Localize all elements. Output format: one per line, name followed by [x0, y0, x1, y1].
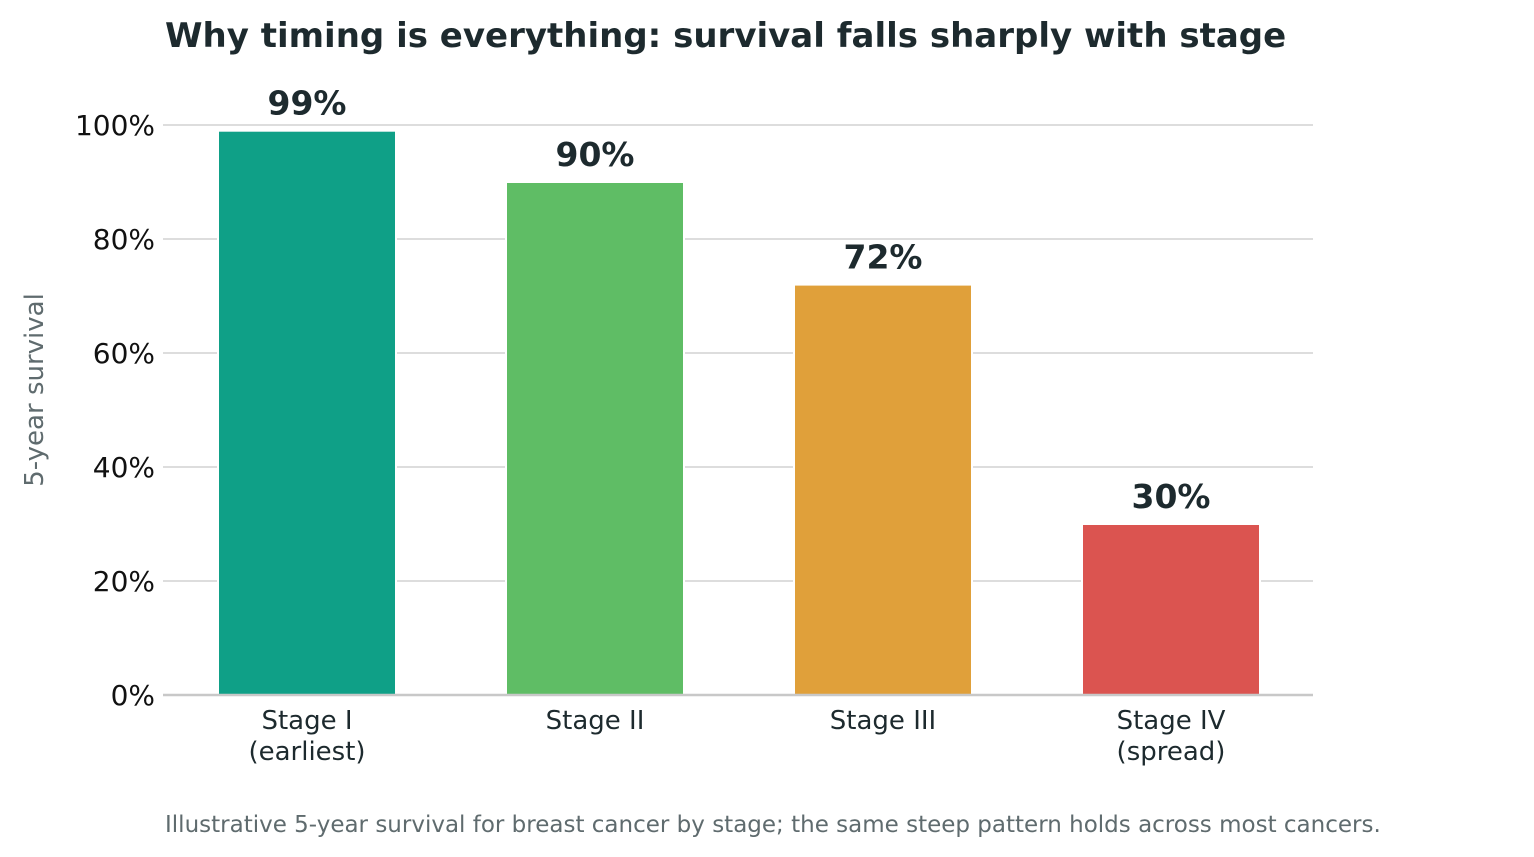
chart-caption: Illustrative 5-year survival for breast … [165, 812, 1381, 838]
bar [1081, 523, 1261, 696]
x-tick-label-line: (earliest) [248, 737, 365, 767]
x-axis-ticks: Stage I (earliest) Stage II Stage III Stage … [248, 706, 1225, 767]
value-labels: 99% 90% 72% 30% [268, 84, 1211, 516]
bar [217, 129, 397, 696]
y-tick-label: 100% [75, 109, 155, 142]
x-tick-label-line: Stage III [830, 706, 936, 736]
x-tick-label: Stage I (earliest) [248, 706, 365, 767]
chart-title: Why timing is everything: survival falls… [165, 16, 1286, 56]
bar-value-label: 30% [1132, 477, 1211, 516]
y-tick-label: 60% [93, 337, 155, 370]
y-tick-label: 0% [111, 679, 155, 712]
bar-value-label: 72% [844, 238, 923, 277]
x-tick-label: Stage III [830, 706, 936, 736]
bar-value-label: 90% [556, 135, 635, 174]
x-tick-label: Stage II [546, 706, 645, 736]
x-tick-label-line: Stage IV [1117, 706, 1226, 736]
bars [217, 129, 1261, 696]
y-tick-label: 20% [93, 565, 155, 598]
y-tick-label: 40% [93, 451, 155, 484]
x-tick-label-line: Stage II [546, 706, 645, 736]
y-axis-ticks: 0% 20% 40% 60% 80% 100% [75, 109, 155, 712]
bar-value-label: 99% [268, 84, 347, 123]
bar [793, 283, 973, 696]
x-tick-label-line: Stage I [261, 706, 352, 736]
x-tick-label: Stage IV (spread) [1117, 706, 1226, 767]
bar [505, 181, 685, 696]
y-tick-label: 80% [93, 223, 155, 256]
y-axis-label: 5-year survival [20, 293, 50, 487]
x-tick-label-line: (spread) [1117, 737, 1226, 767]
